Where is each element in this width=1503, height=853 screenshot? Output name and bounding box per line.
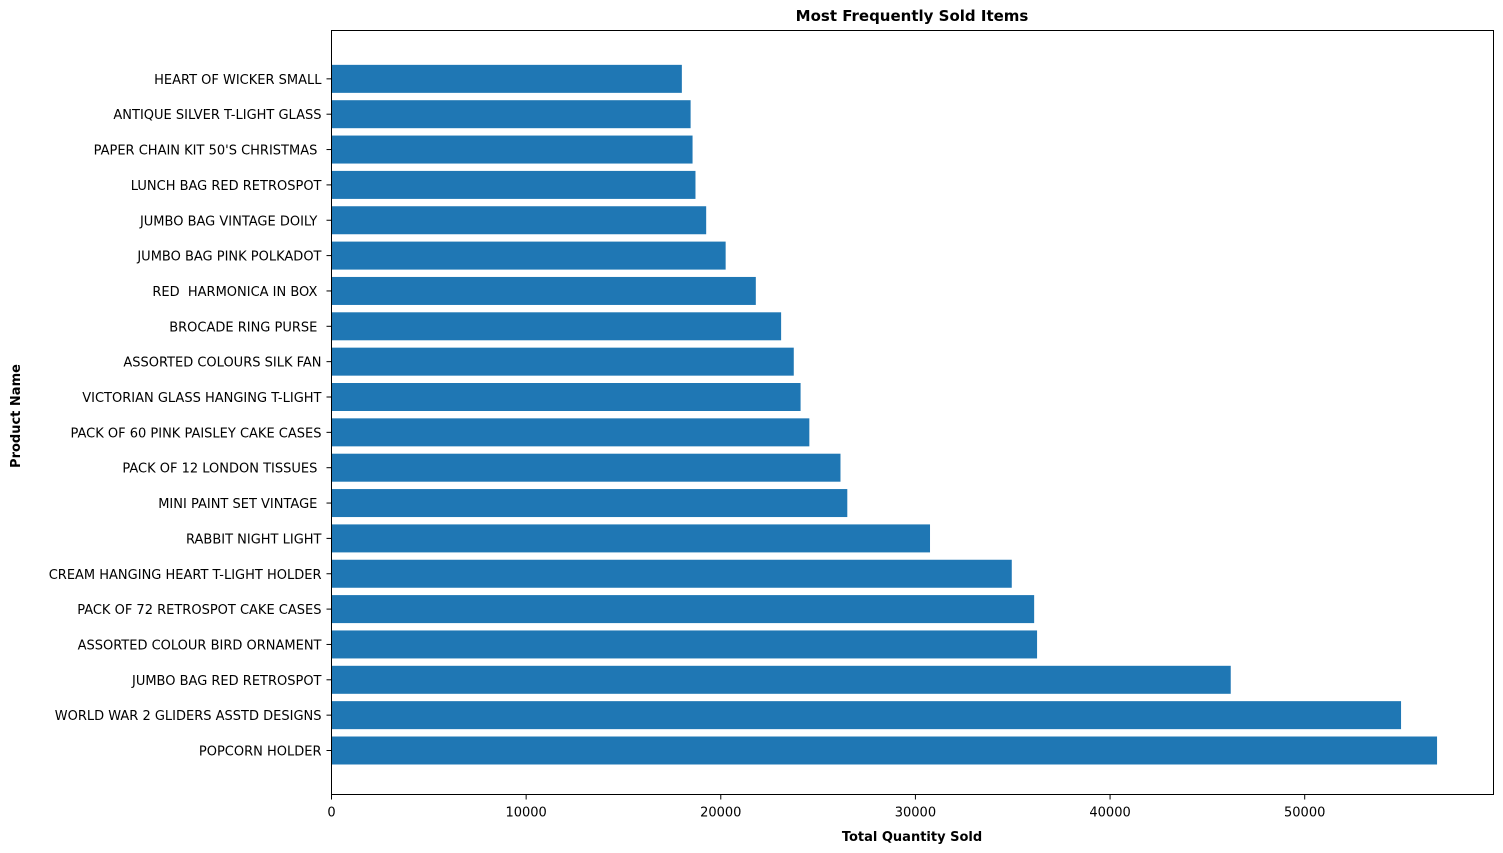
y-tick-label: PAPER CHAIN KIT 50'S CHRISTMAS [94, 144, 322, 159]
bar [331, 206, 707, 235]
y-tick-label: WORLD WAR 2 GLIDERS ASSTD DESIGNS [55, 709, 322, 724]
x-tick-label: 50000 [1284, 806, 1325, 821]
plot-frame [331, 30, 1494, 795]
y-tick-label: MINI PAINT SET VINTAGE [158, 497, 321, 512]
bars-group [331, 64, 1438, 765]
y-tick-label: JUMBO BAG VINTAGE DOILY [139, 214, 322, 229]
bar [331, 100, 691, 129]
x-tick-label: 0 [327, 806, 335, 821]
bar [331, 64, 682, 93]
y-tick-label: ASSORTED COLOUR BIRD ORNAMENT [78, 638, 322, 653]
y-tick-label: HEART OF WICKER SMALL [154, 73, 322, 88]
bar [331, 170, 696, 199]
y-tick-label: PACK OF 60 PINK PAISLEY CAKE CASES [70, 426, 321, 441]
y-tick-label: BROCADE RING PURSE [169, 320, 321, 335]
bar [331, 241, 726, 270]
bar [331, 312, 782, 341]
bar [331, 559, 1012, 588]
bar [331, 347, 794, 376]
x-tick-label: 10000 [505, 806, 546, 821]
bar [331, 630, 1038, 659]
y-tick-label: RABBIT NIGHT LIGHT [186, 532, 322, 547]
y-tick-label: RED HARMONICA IN BOX [152, 285, 321, 300]
bar [331, 135, 693, 164]
y-tick-label: ANTIQUE SILVER T-LIGHT GLASS [113, 108, 321, 123]
bar [331, 489, 848, 518]
y-ticks-group: POPCORN HOLDER WORLD WAR 2 GLIDERS ASSTD … [49, 73, 332, 760]
bar [331, 383, 801, 411]
y-tick-label: LUNCH BAG RED RETROSPOT [131, 179, 322, 194]
y-tick-label: CREAM HANGING HEART T-LIGHT HOLDER [49, 568, 322, 583]
y-axis-label: Product Name [9, 364, 24, 468]
chart-title: Most Frequently Sold Items [796, 7, 1029, 25]
x-ticks-group: 0 10000 20000 30000 40000 50000 [327, 794, 1325, 821]
bar [331, 453, 841, 482]
bar [331, 418, 810, 447]
y-tick-label: ASSORTED COLOURS SILK FAN [123, 356, 321, 371]
x-tick-label: 40000 [1089, 806, 1130, 821]
bar [331, 524, 931, 553]
y-tick-label: JUMBO BAG RED RETROSPOT [131, 674, 322, 689]
bar [331, 701, 1402, 730]
x-axis-label: Total Quantity Sold [842, 830, 982, 845]
y-tick-label: PACK OF 12 LONDON TISSUES [122, 462, 321, 477]
y-tick-label: VICTORIAN GLASS HANGING T-LIGHT [82, 391, 321, 406]
y-tick-label: POPCORN HOLDER [199, 745, 322, 760]
x-tick-label: 20000 [700, 806, 741, 821]
y-tick-label: PACK OF 72 RETROSPOT CAKE CASES [77, 603, 321, 618]
x-tick-label: 30000 [895, 806, 936, 821]
bar [331, 595, 1035, 624]
bar [331, 736, 1438, 765]
y-tick-label: JUMBO BAG PINK POLKADOT [136, 250, 321, 265]
bar [331, 276, 756, 305]
bar [331, 665, 1231, 694]
